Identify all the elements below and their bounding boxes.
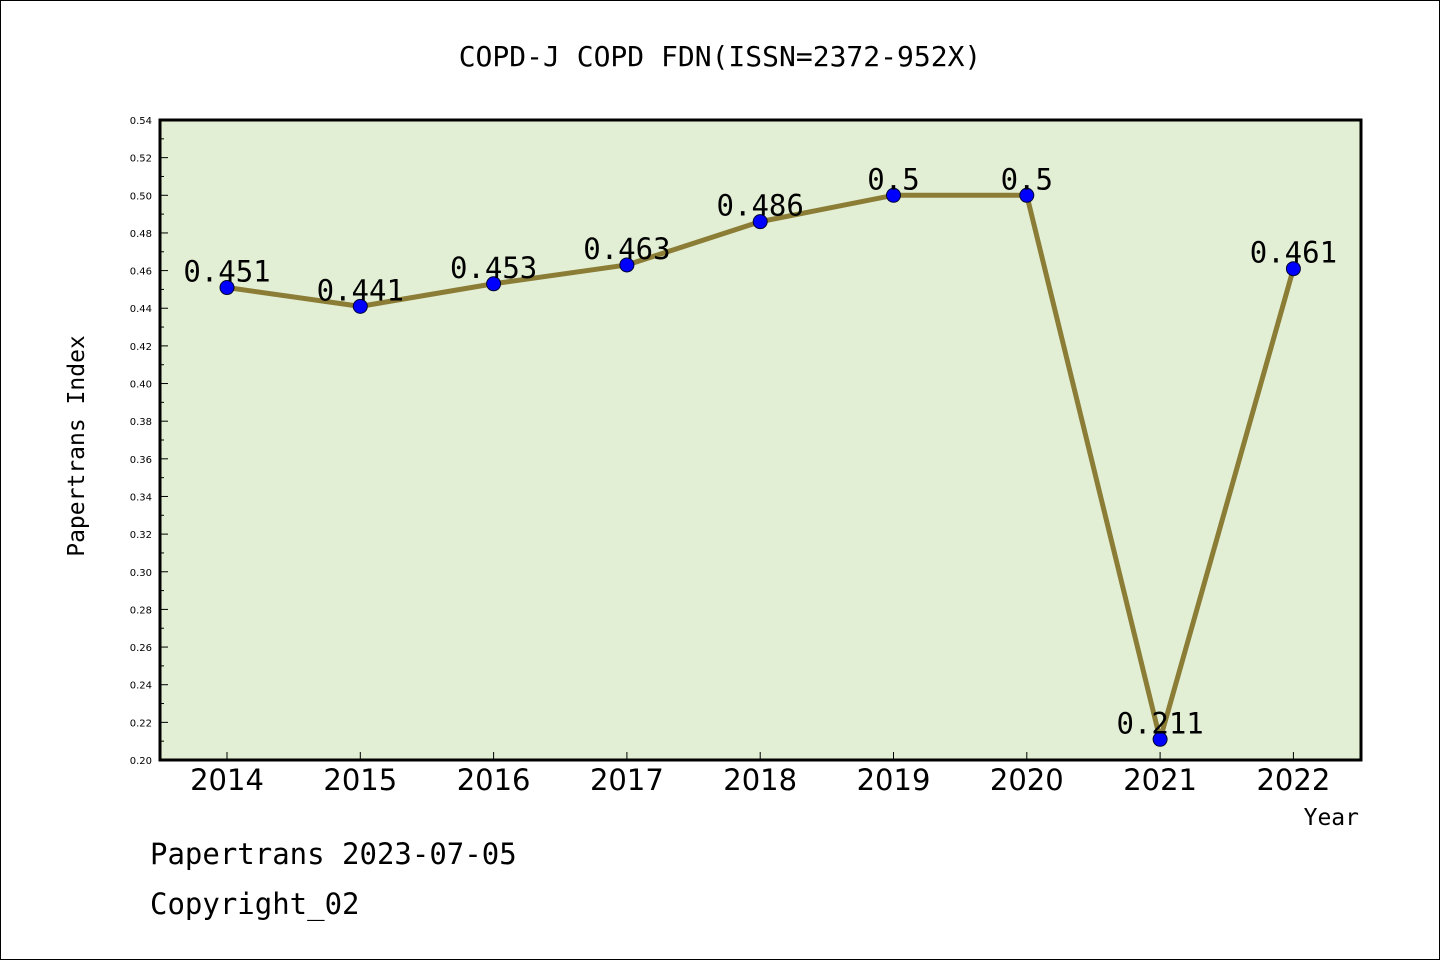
- x-tick-label: 2022: [1256, 763, 1330, 797]
- y-tick-label: 0.48: [130, 229, 152, 240]
- y-tick-label: 0.54: [130, 116, 152, 127]
- data-point: [486, 276, 502, 292]
- y-tick-label: 0.38: [130, 417, 152, 428]
- y-tick-label: 0.40: [130, 380, 152, 391]
- y-axis-label: Papertrans Index: [64, 335, 90, 557]
- data-point: [1019, 187, 1035, 203]
- y-axis: 0.20 0.22 0.24 0.26 0.28 0.30 0.32 0.34 0.36 0.38…: [130, 116, 168, 767]
- data-label: 0.461: [1250, 236, 1337, 270]
- data-label: 0.463: [583, 232, 670, 266]
- y-tick-label: 0.50: [130, 191, 152, 202]
- data-label: 0.211: [1116, 706, 1203, 740]
- data-label: 0.5: [1001, 162, 1053, 196]
- y-tick-label: 0.52: [130, 154, 152, 165]
- data-point: [1285, 261, 1301, 277]
- x-axis: 2014 2015 2016 2017 2018 2019 2020 2021 2022: [190, 752, 1330, 797]
- y-tick-label: 0.32: [130, 530, 152, 541]
- y-tick-label: 0.42: [130, 342, 152, 353]
- y-tick-label: 0.20: [130, 756, 152, 767]
- series-group: 0.451 0.441 0.453 0.463 0.486 0.5 0.5 0.211 0.46…: [183, 162, 1337, 747]
- data-label: 0.441: [317, 273, 404, 307]
- data-label: 0.453: [450, 251, 537, 285]
- y-tick-label: 0.34: [130, 492, 152, 503]
- y-tick-label: 0.44: [130, 304, 152, 315]
- y-tick-label: 0.36: [130, 455, 152, 466]
- data-label: 0.486: [717, 189, 804, 223]
- y-tick-label: 0.30: [130, 568, 152, 579]
- footer-copyright: Copyright_02: [150, 887, 360, 922]
- y-tick-label: 0.46: [130, 267, 152, 278]
- data-point: [886, 187, 901, 203]
- x-tick-label: 2020: [990, 763, 1064, 797]
- footer-date: Papertrans 2023-07-05: [150, 837, 517, 871]
- x-axis-label: Year: [1304, 805, 1359, 831]
- data-label: 0.5: [867, 162, 919, 196]
- x-tick-label: 2016: [457, 763, 531, 797]
- data-point: [619, 257, 635, 273]
- chart-title: COPD-J COPD FDN(ISSN=2372-952X): [459, 40, 982, 73]
- data-label: 0.451: [183, 255, 270, 289]
- x-tick-label: 2014: [190, 763, 264, 797]
- x-tick-label: 2021: [1123, 763, 1197, 797]
- x-tick-label: 2017: [590, 763, 664, 797]
- data-point: [352, 298, 368, 314]
- x-tick-label: 2018: [723, 763, 797, 797]
- y-tick-label: 0.22: [130, 718, 152, 729]
- y-tick-label: 0.28: [130, 605, 152, 616]
- x-tick-label: 2019: [857, 763, 931, 797]
- data-point: [1152, 731, 1168, 747]
- y-tick-label: 0.26: [130, 643, 152, 654]
- data-point: [219, 280, 235, 296]
- data-point: [752, 214, 768, 230]
- x-tick-label: 2015: [323, 763, 397, 797]
- y-tick-label: 0.24: [130, 681, 152, 692]
